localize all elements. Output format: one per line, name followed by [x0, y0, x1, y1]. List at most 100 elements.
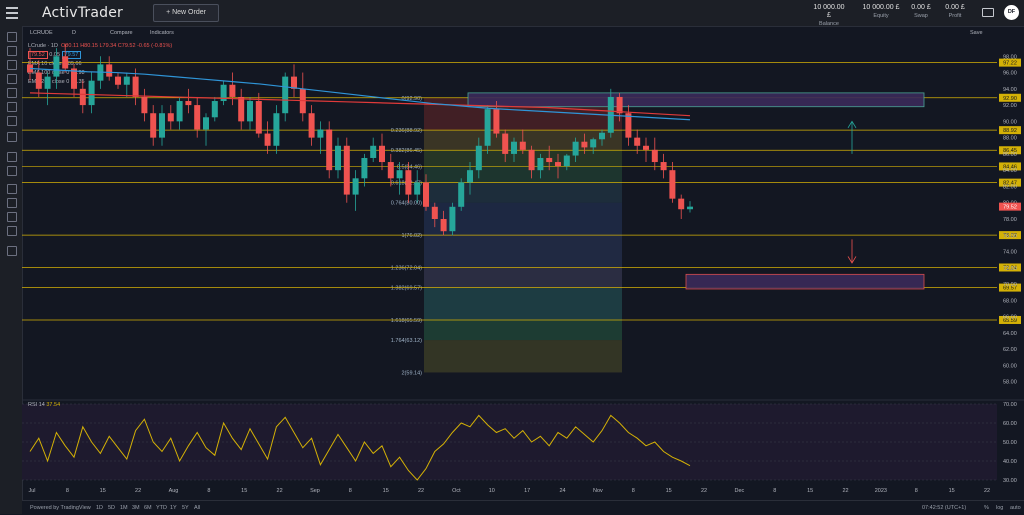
user-avatar[interactable]: DF — [1004, 5, 1019, 20]
shapes-tool-icon[interactable] — [7, 132, 17, 142]
rsi-line — [29, 414, 691, 481]
date-tick-label: 8 — [915, 488, 918, 494]
candle-body — [79, 88, 86, 106]
symbol-search[interactable]: LCRUDE — [30, 30, 53, 36]
candle-body — [555, 162, 561, 167]
price-chart[interactable]: 0(92.90) 0.236(88.92) 0.382(86.45) 0.5(84.4… — [22, 40, 1024, 500]
magnet-tool-icon[interactable] — [7, 184, 17, 194]
rsi-tick-label: 60.00 — [1003, 421, 1017, 427]
bid-price[interactable]: 79.52 — [28, 51, 48, 59]
candle-body — [194, 105, 201, 130]
prediction-tool-icon[interactable] — [7, 116, 17, 126]
date-tick-label: 8 — [66, 488, 69, 494]
log-toggle[interactable]: log — [996, 505, 1004, 511]
range-ytd[interactable]: YTD — [156, 505, 167, 511]
text-tool-icon[interactable] — [7, 88, 17, 98]
range-1m[interactable]: 1M — [120, 505, 128, 511]
price-tick-label: 60.00 — [1003, 363, 1017, 369]
trend-line-tool-icon[interactable] — [7, 46, 17, 56]
fib-label: 0.236(88.92) — [391, 128, 422, 134]
level-price-label: 86.45 — [1003, 148, 1017, 154]
brush-tool-icon[interactable] — [7, 74, 17, 84]
range-3m[interactable]: 3M — [132, 505, 140, 511]
range-6m[interactable]: 6M — [144, 505, 152, 511]
fib-label: 0.764(80.00) — [391, 201, 422, 207]
level-price-label: 72.04 — [1003, 265, 1017, 271]
mail-icon[interactable] — [982, 8, 994, 17]
date-tick-label: 22 — [701, 488, 707, 494]
pattern-tool-icon[interactable] — [7, 102, 17, 112]
fib-zone — [424, 340, 622, 373]
level-price-label: 88.92 — [1003, 128, 1017, 134]
date-tick-label: 15 — [383, 488, 389, 494]
candle-body — [88, 80, 95, 106]
target-zone — [685, 273, 925, 290]
crosshair-tool-icon[interactable] — [7, 32, 17, 42]
level-price-label: 97.22 — [1003, 61, 1017, 67]
legend-title: LCrude · 1D — [28, 43, 58, 49]
fib-label: 1.236(72.04) — [391, 265, 422, 271]
level-price-label: 65.59 — [1003, 318, 1017, 324]
candle-body — [229, 84, 236, 97]
profit-display[interactable]: 0.00 £ Profit — [945, 4, 965, 19]
candle-body — [317, 129, 324, 138]
zoom-tool-icon[interactable] — [7, 166, 17, 176]
candle-body — [502, 133, 509, 154]
trash-icon[interactable] — [7, 246, 17, 256]
candle-body — [467, 170, 473, 183]
date-tick-label: 10 — [489, 488, 495, 494]
candle-body — [150, 113, 157, 138]
date-tick-label: 15 — [241, 488, 247, 494]
compare-button[interactable]: Compare — [110, 30, 133, 36]
candle-body — [273, 113, 280, 146]
date-tick-label: 8 — [349, 488, 352, 494]
candle-body — [35, 72, 42, 89]
price-tick-label: 72.00 — [1003, 266, 1017, 272]
candle-body — [590, 139, 597, 148]
indicators-button[interactable]: Indicators — [150, 30, 174, 36]
ruler-tool-icon[interactable] — [7, 152, 17, 162]
chart-toolbar: LCRUDE D Compare Indicators Save — [22, 26, 1024, 40]
last-price-label: 79.52 — [1003, 205, 1017, 211]
spread-value: 0.05 — [49, 52, 61, 58]
candle-body — [634, 137, 641, 146]
level-price-tag — [999, 178, 1021, 187]
range-5d[interactable]: 5D — [108, 505, 116, 511]
price-tick-label: 98.00 — [1003, 54, 1017, 60]
eye-tool-icon[interactable] — [7, 212, 17, 222]
candle-body — [141, 96, 148, 114]
candle-body — [62, 56, 69, 69]
candle-body — [159, 113, 165, 138]
auto-toggle[interactable]: auto — [1010, 505, 1021, 511]
candle-body — [396, 170, 403, 179]
ask-price[interactable]: 79.57 — [61, 51, 82, 59]
lock-tool-icon[interactable] — [7, 198, 17, 208]
level-price-tag — [999, 126, 1021, 135]
hamburger-menu-icon[interactable] — [6, 7, 18, 19]
range-1y[interactable]: 1Y — [170, 505, 177, 511]
fib-label: 0.5(84.46) — [397, 164, 422, 170]
level-price-tag — [999, 315, 1021, 324]
candle-body — [238, 96, 245, 122]
range-5y[interactable]: 5Y — [182, 505, 189, 511]
candle-body — [132, 76, 139, 97]
save-button[interactable]: Save — [970, 30, 983, 36]
price-tick-label: 68.00 — [1003, 298, 1017, 304]
candle-body — [537, 157, 544, 171]
candle-body — [115, 76, 121, 85]
rsi-tick-label: 50.00 — [1003, 440, 1017, 446]
candle-body — [475, 145, 482, 171]
range-1d[interactable]: 1D — [96, 505, 104, 511]
fib-label: 0.382(86.45) — [391, 148, 422, 154]
fib-tool-icon[interactable] — [7, 60, 17, 70]
timeframe-select[interactable]: D — [72, 30, 76, 36]
visibility-tool-icon[interactable] — [7, 226, 17, 236]
range-all[interactable]: All — [194, 505, 201, 511]
swap-display: 0.00 £ Swap — [911, 4, 931, 19]
percent-toggle[interactable]: % — [984, 505, 989, 511]
new-order-button[interactable]: + New Order — [153, 4, 219, 22]
level-price-label: 76.02 — [1003, 233, 1017, 239]
candle-body — [519, 141, 526, 150]
date-tick-label: 17 — [524, 488, 530, 494]
date-tick-label: 22 — [842, 488, 848, 494]
